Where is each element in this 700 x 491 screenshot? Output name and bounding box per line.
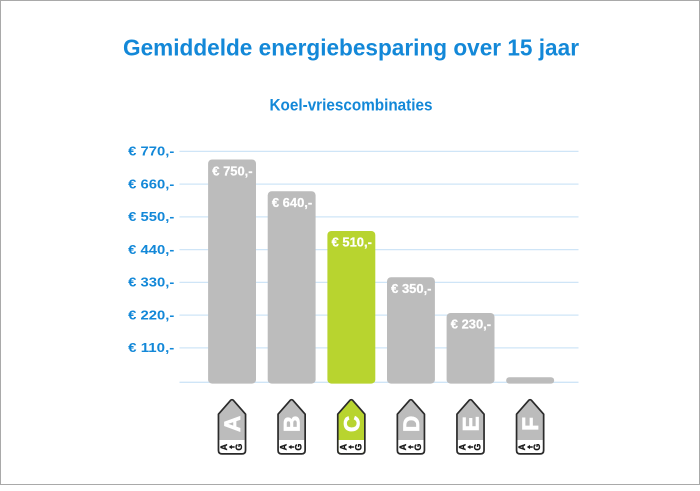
svg-text:F: F (518, 417, 543, 431)
svg-text:B: B (280, 416, 305, 432)
svg-text:G: G (532, 444, 542, 451)
svg-text:A: A (220, 416, 245, 432)
svg-text:€ 770,-: € 770,- (128, 145, 174, 159)
svg-text:€ 640,-: € 640,- (272, 196, 312, 210)
svg-text:D: D (399, 416, 424, 432)
svg-text:€ 750,-: € 750,- (212, 164, 252, 178)
svg-text:A: A (338, 443, 348, 450)
svg-text:E: E (459, 416, 484, 431)
svg-text:G: G (353, 444, 363, 451)
svg-text:Gemiddelde energiebesparing ov: Gemiddelde energiebesparing over 15 jaar (123, 34, 579, 60)
svg-text:G: G (413, 444, 423, 451)
svg-text:€ 230,-: € 230,- (451, 318, 491, 332)
svg-text:A: A (219, 443, 229, 450)
svg-text:C: C (339, 416, 364, 432)
svg-text:€ 440,-: € 440,- (128, 243, 174, 257)
svg-text:€ 330,-: € 330,- (128, 276, 174, 290)
svg-text:€ 660,-: € 660,- (128, 177, 174, 191)
svg-text:Koel-vriescombinaties: Koel-vriescombinaties (270, 96, 433, 115)
svg-text:G: G (294, 444, 304, 451)
svg-text:G: G (473, 444, 483, 451)
svg-text:A: A (398, 443, 408, 450)
svg-text:€ 350,-: € 350,- (391, 282, 431, 296)
svg-text:A: A (279, 443, 289, 450)
svg-text:€ 110,-: € 110,- (128, 341, 174, 355)
svg-text:A: A (517, 443, 527, 450)
svg-text:€ 550,-: € 550,- (128, 210, 174, 224)
svg-text:€ 220,-: € 220,- (128, 308, 174, 322)
svg-text:€ 510,-: € 510,- (332, 236, 372, 250)
svg-text:A: A (458, 443, 468, 450)
svg-text:G: G (234, 444, 244, 451)
